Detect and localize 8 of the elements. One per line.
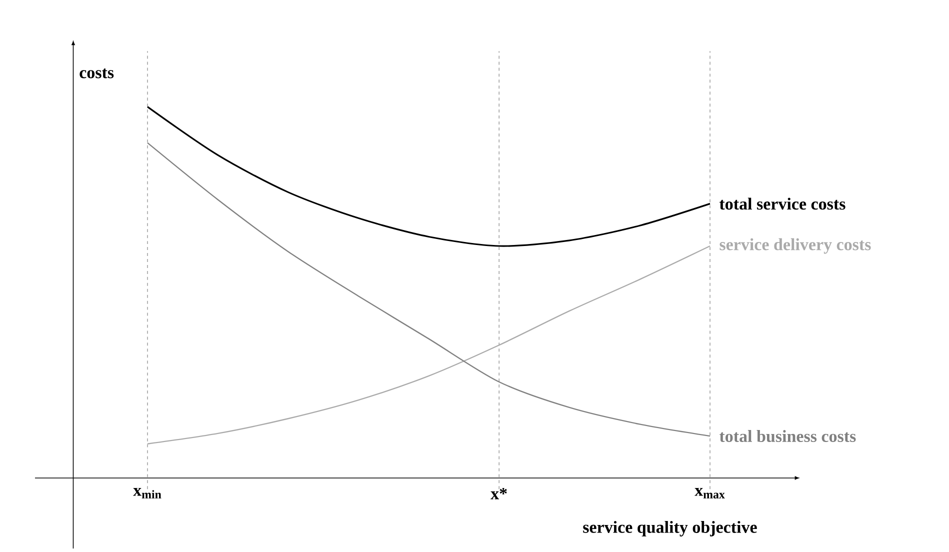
series-label: total business costs (719, 430, 856, 442)
series-label: total service costs (719, 198, 846, 210)
x-axis-title: service quality objective (583, 520, 757, 536)
series-label: service delivery costs (720, 238, 871, 254)
x-tick-label: x$_{max}$ (694, 488, 725, 498)
y-axis-title: costs (80, 68, 114, 78)
x-tick-label: x$_{min}$ (133, 488, 162, 498)
x-tick-label: x* (490, 488, 507, 500)
